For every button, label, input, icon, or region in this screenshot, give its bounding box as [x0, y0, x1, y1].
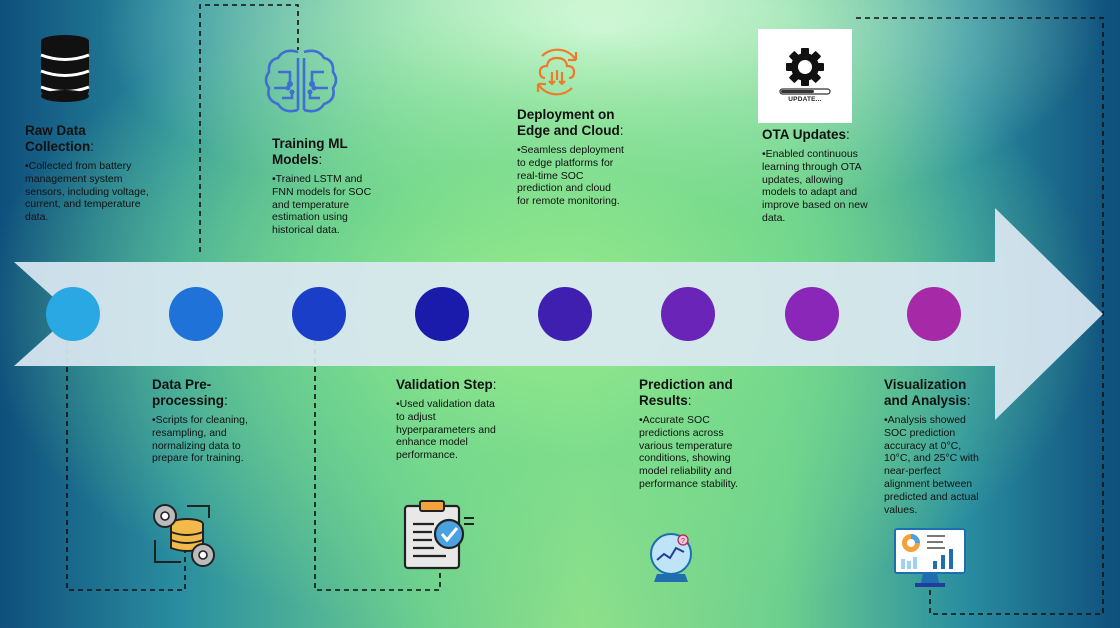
step-title: Training ML Models: [272, 136, 348, 167]
dashboard-monitor-icon [893, 527, 967, 594]
clipboard-check-icon [402, 500, 478, 577]
gears-database-icon [147, 500, 221, 577]
update-caption: UPDATE... [788, 96, 822, 103]
svg-text:?: ? [681, 538, 685, 545]
step-description: •Collected from battery management syste… [25, 160, 149, 224]
ai-brain-circuit-icon [262, 44, 340, 129]
step-deployment-edge-cloud: Deployment on Edge and Cloud: •Seamless … [517, 107, 625, 208]
connector-line-1 [66, 340, 186, 591]
timeline-dot-7 [785, 287, 839, 341]
step-description: •Scripts for cleaning, resampling, and n… [152, 414, 248, 465]
timeline-dot-8 [907, 287, 961, 341]
timeline-dot-2 [169, 287, 223, 341]
step-data-preprocessing: Data Pre-processing: •Scripts for cleani… [152, 377, 252, 465]
gear-update-icon [779, 48, 831, 95]
step-description: •Accurate SOC predictions across various… [639, 414, 739, 490]
step-title: Validation Step: [396, 377, 497, 392]
crystal-ball-chart-icon: ? [648, 532, 694, 589]
connector-line-4 [852, 17, 1104, 615]
step-description: •Trained LSTM and FNN models for SOC and… [272, 173, 372, 237]
step-title: Visualization and Analysis: [884, 377, 971, 408]
step-title: Data Pre-processing: [152, 377, 228, 408]
ota-update-card: UPDATE... [758, 29, 852, 123]
step-prediction-results: Prediction and Results: •Accurate SOC pr… [639, 377, 749, 491]
timeline-dot-3 [292, 287, 346, 341]
timeline-dot-5 [538, 287, 592, 341]
database-icon [40, 34, 90, 107]
timeline-dot-4 [415, 287, 469, 341]
step-title: Prediction and Results: [639, 377, 733, 408]
step-ota-updates: OTA Updates: •Enabled continuous learnin… [762, 127, 870, 225]
step-description: •Seamless deployment to edge platforms f… [517, 144, 624, 208]
step-visualization-analysis: Visualization and Analysis: •Analysis sh… [884, 377, 989, 516]
step-validation: Validation Step: •Used validation data t… [396, 377, 501, 462]
step-description: •Analysis showed SOC prediction accuracy… [884, 414, 979, 516]
timeline-dot-6 [661, 287, 715, 341]
step-description: •Enabled continuous learning through OTA… [762, 148, 868, 224]
step-training-ml-models: Training ML Models: •Trained LSTM and FN… [272, 136, 377, 237]
timeline-dot-1 [46, 287, 100, 341]
step-raw-data-collection: Raw Data Collection: •Collected from bat… [25, 123, 150, 224]
cloud-sync-icon [530, 46, 584, 103]
step-title: Deployment on Edge and Cloud: [517, 107, 624, 138]
step-title: Raw Data Collection: [25, 123, 95, 154]
step-description: •Used validation data to adjust hyperpar… [396, 398, 496, 462]
step-title: OTA Updates: [762, 127, 850, 142]
